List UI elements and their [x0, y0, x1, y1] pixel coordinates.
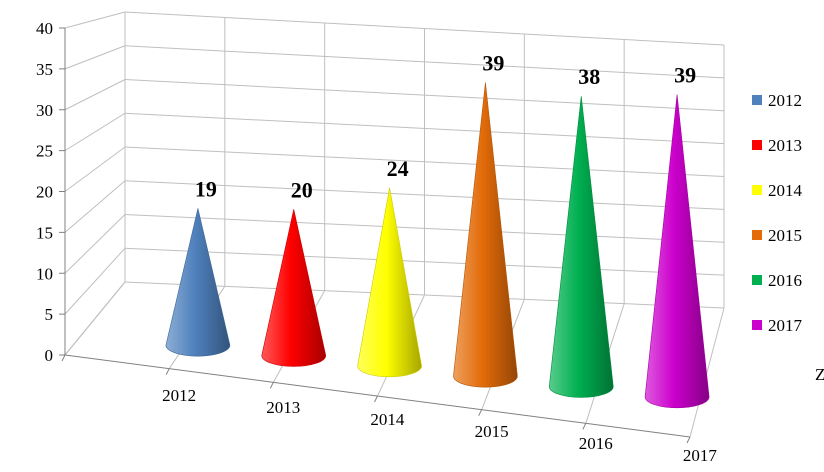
gridline-side: [64, 214, 126, 274]
legend-swatch-2015: [752, 230, 762, 240]
y-tick-label: 35: [36, 60, 53, 79]
data-label-2015: 39: [482, 50, 504, 75]
cone-2012: [165, 208, 231, 357]
x-category-2013: 2013: [266, 398, 300, 417]
gridline-side: [64, 180, 126, 233]
x-category-2016: 2016: [579, 434, 613, 453]
y-tick-label: 25: [36, 142, 53, 161]
x-axis-categories: 2012 2013 2014 2015 2016 2017: [162, 386, 717, 465]
gridline-side: [64, 247, 126, 315]
gridline-side: [64, 112, 126, 152]
chart-axes: [59, 27, 691, 444]
data-label-2013: 20: [291, 177, 313, 202]
cone-2013: [261, 209, 327, 367]
legend-swatch-2012: [752, 95, 762, 105]
legend-swatch-2014: [752, 185, 762, 195]
cone-2015: [453, 82, 518, 388]
x-tick-mark: [61, 354, 66, 362]
y-tick-label: 30: [36, 101, 53, 120]
cone-2016: [548, 96, 614, 398]
legend-label-2014: 2014: [768, 181, 803, 200]
chart-cones: [165, 82, 710, 409]
x-tick-mark: [269, 382, 274, 389]
legend-label-2016: 2016: [768, 271, 802, 290]
gridline-side: [64, 79, 126, 111]
data-label-2014: 24: [387, 156, 409, 181]
legend-label-2017: 2017: [768, 316, 803, 335]
y-tick-label: 20: [36, 183, 53, 202]
y-tick-label: 0: [45, 346, 54, 365]
y-axis-ticks: 0 5 10 15 20 25 30 35 40: [36, 19, 53, 365]
x-tick-mark: [478, 409, 483, 416]
y-tick-label: 5: [45, 305, 54, 324]
data-labels: 19 20 24 39 38 39: [195, 50, 696, 202]
floor-line: [64, 281, 126, 356]
x-category-2012: 2012: [162, 386, 196, 405]
y-tick-label: 10: [36, 264, 53, 283]
legend-label-2013: 2013: [768, 136, 802, 155]
y-tick-label: 40: [36, 19, 53, 38]
cone-2017: [644, 94, 710, 409]
gridline-side: [64, 45, 126, 70]
legend: 2012 2013 2014 2015 2016 2017: [752, 91, 803, 335]
legend-label-2015: 2015: [768, 226, 802, 245]
cone-2014: [357, 187, 422, 378]
cropped-edge-text: Z: [815, 365, 824, 384]
y-tick-label: 15: [36, 223, 53, 242]
floor-line: [689, 307, 725, 438]
legend-label-2012: 2012: [768, 91, 802, 110]
data-label-2017: 39: [674, 63, 696, 88]
chart-grid: [64, 11, 725, 438]
legend-swatch-2013: [752, 140, 762, 150]
legend-swatch-2016: [752, 275, 762, 285]
x-category-2014: 2014: [370, 410, 405, 429]
data-label-2016: 38: [578, 64, 600, 89]
legend-swatch-2017: [752, 320, 762, 330]
gridline-side: [64, 146, 126, 192]
data-label-2012: 19: [195, 176, 217, 201]
x-category-2015: 2015: [475, 422, 509, 441]
x-tick-mark: [165, 368, 170, 375]
x-tick-mark: [582, 423, 587, 430]
x-tick-mark: [374, 395, 378, 403]
x-tick-mark: [686, 436, 691, 444]
gridline-side: [64, 11, 126, 29]
x-category-2017: 2017: [683, 446, 718, 465]
